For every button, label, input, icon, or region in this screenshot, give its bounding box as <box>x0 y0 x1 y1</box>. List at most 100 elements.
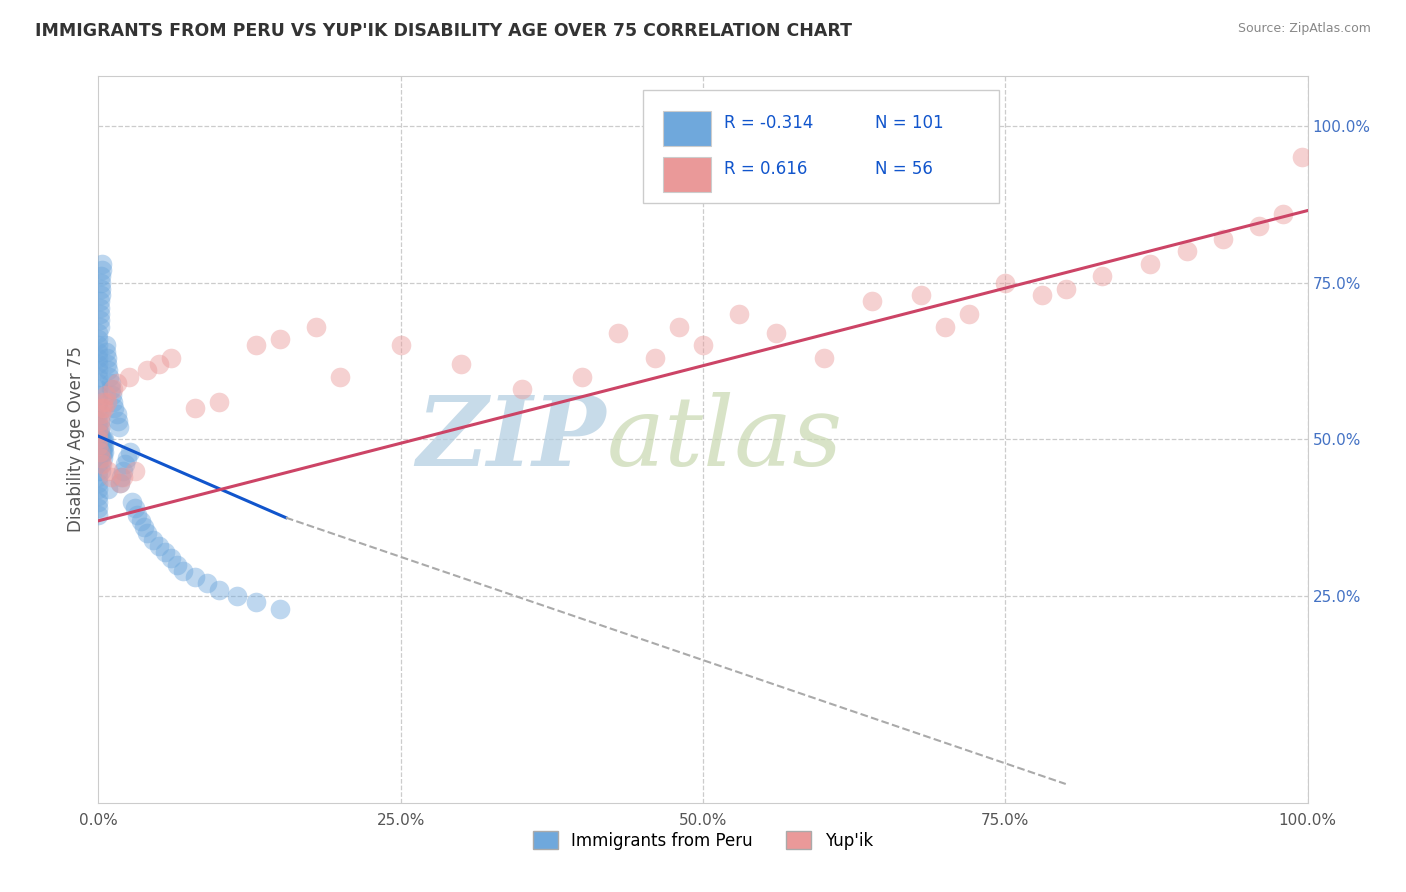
Point <box>98 369 121 384</box>
Point <box>87 439 110 453</box>
Point <box>87 394 110 409</box>
Point <box>121 495 143 509</box>
Point <box>110 470 132 484</box>
Point <box>226 589 249 603</box>
Point <box>124 464 146 478</box>
Point <box>91 263 114 277</box>
Point <box>160 551 183 566</box>
Point <box>135 363 157 377</box>
Point <box>389 338 412 352</box>
Point <box>89 451 111 466</box>
Point <box>90 288 112 302</box>
Point <box>87 357 110 371</box>
Point <box>90 269 112 284</box>
Point <box>245 338 267 352</box>
Point <box>90 451 112 466</box>
Point <box>91 445 114 459</box>
Point <box>860 294 883 309</box>
Point <box>994 276 1017 290</box>
Point <box>87 382 110 396</box>
Point <box>305 319 328 334</box>
Point <box>87 439 110 453</box>
Point <box>269 601 291 615</box>
Point <box>89 425 111 440</box>
Point <box>184 401 207 415</box>
Point <box>1272 207 1295 221</box>
Point <box>87 458 110 472</box>
Point <box>108 476 131 491</box>
Point <box>96 357 118 371</box>
Point <box>90 407 112 421</box>
Y-axis label: Disability Age Over 75: Disability Age Over 75 <box>66 346 84 533</box>
Point <box>87 407 110 421</box>
Point <box>813 351 835 365</box>
Point <box>103 401 125 415</box>
Point <box>89 319 111 334</box>
Text: R = -0.314: R = -0.314 <box>724 114 813 132</box>
Point <box>87 332 110 346</box>
Point <box>89 413 111 427</box>
Point <box>127 508 149 522</box>
Point <box>87 451 110 466</box>
Point <box>153 545 176 559</box>
Point <box>765 326 787 340</box>
Text: R = 0.616: R = 0.616 <box>724 160 807 178</box>
Point <box>118 369 141 384</box>
Point <box>100 376 122 390</box>
Point <box>97 483 120 497</box>
Point <box>571 369 593 384</box>
FancyBboxPatch shape <box>664 112 711 146</box>
Point <box>245 595 267 609</box>
Text: N = 101: N = 101 <box>875 114 943 132</box>
Point <box>1175 244 1198 259</box>
Point <box>90 458 112 472</box>
Point <box>87 413 110 427</box>
Point <box>118 445 141 459</box>
Point <box>90 276 112 290</box>
Point <box>89 445 111 459</box>
Point <box>134 520 156 534</box>
Point <box>108 419 131 434</box>
Point <box>87 369 110 384</box>
Legend: Immigrants from Peru, Yup'ik: Immigrants from Peru, Yup'ik <box>526 825 880 856</box>
Point <box>87 401 110 415</box>
Point <box>87 351 110 365</box>
Point <box>644 351 666 365</box>
Point <box>111 470 134 484</box>
Point <box>728 307 751 321</box>
Point <box>184 570 207 584</box>
Point <box>87 363 110 377</box>
Point <box>94 388 117 402</box>
Point <box>96 394 118 409</box>
Point <box>208 582 231 597</box>
Point <box>91 257 114 271</box>
Point <box>105 407 128 421</box>
Point <box>1054 282 1077 296</box>
Point <box>450 357 472 371</box>
Point <box>94 344 117 359</box>
Point <box>93 401 115 415</box>
Point <box>1091 269 1114 284</box>
Point <box>87 344 110 359</box>
Point <box>100 470 122 484</box>
Point <box>93 433 115 447</box>
Point <box>91 394 114 409</box>
Point <box>87 483 110 497</box>
Point <box>87 425 110 440</box>
Point <box>142 533 165 547</box>
Point <box>269 332 291 346</box>
Point <box>101 382 124 396</box>
Point <box>90 464 112 478</box>
Point <box>148 539 170 553</box>
Point <box>129 514 152 528</box>
Point <box>1031 288 1053 302</box>
Point <box>1212 232 1234 246</box>
Point <box>87 425 110 440</box>
FancyBboxPatch shape <box>643 90 1000 203</box>
Point <box>160 351 183 365</box>
FancyBboxPatch shape <box>664 157 711 192</box>
Point <box>89 301 111 315</box>
Point <box>87 476 110 491</box>
Point <box>195 576 218 591</box>
Point <box>89 433 111 447</box>
